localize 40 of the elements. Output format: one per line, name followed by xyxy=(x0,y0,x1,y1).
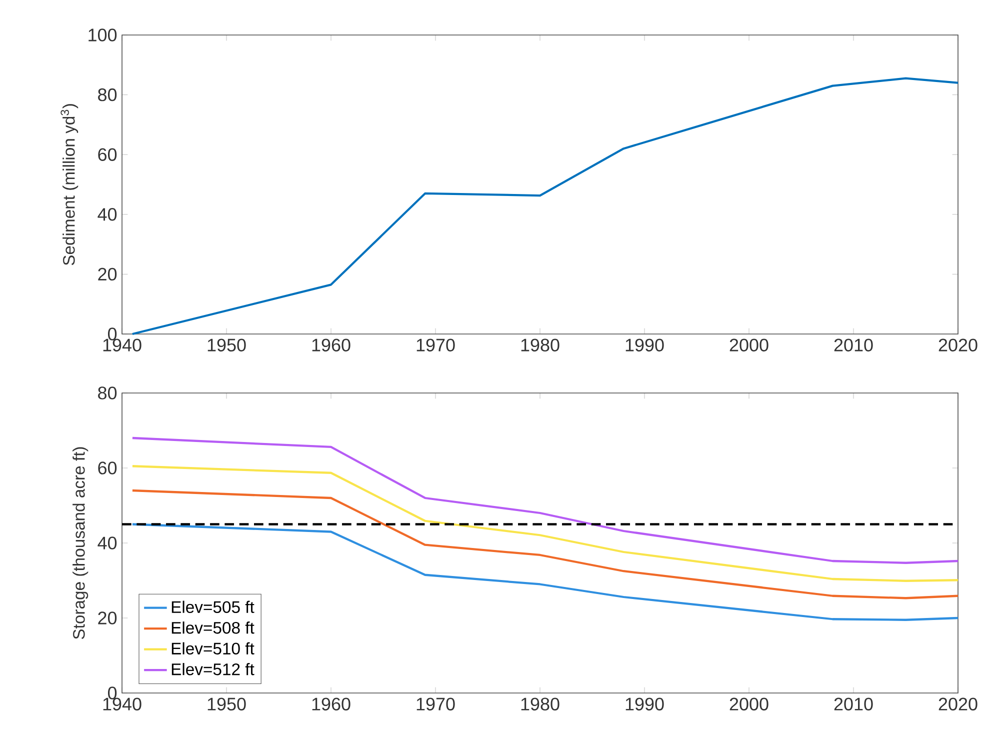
x-tick-label: 1940 xyxy=(103,698,142,710)
line-series xyxy=(131,523,960,621)
x-tick-label: 1960 xyxy=(312,338,350,352)
y-tick-label: 100 xyxy=(88,28,117,42)
y-tick-label: 20 xyxy=(98,268,117,281)
x-tick-label: 1980 xyxy=(521,338,560,352)
y-tick-label: 20 xyxy=(98,612,117,624)
x-tick-label: 2000 xyxy=(730,698,768,710)
y-tick-label: 0 xyxy=(108,328,117,340)
x-tick-label: 1980 xyxy=(521,698,560,710)
y-axis-title: Storage (thousand acre ft) xyxy=(72,447,88,640)
x-tick-label: 1970 xyxy=(416,698,455,710)
y-tick-label: 80 xyxy=(98,88,117,102)
legend-label: Elev=512 ft xyxy=(172,662,254,676)
x-tick-label: 2020 xyxy=(938,338,978,352)
x-tick-label: 2010 xyxy=(834,338,873,352)
y-tick-label: 40 xyxy=(98,536,117,550)
x-tick-label: 1970 xyxy=(416,338,455,352)
x-tick-label: 1960 xyxy=(312,698,350,710)
y-tick-label: 60 xyxy=(98,462,117,474)
x-tick-label: 1950 xyxy=(208,338,246,352)
x-tick-label: 1990 xyxy=(626,698,664,710)
x-tick-label: 2020 xyxy=(938,698,978,710)
y-tick-label: 40 xyxy=(98,208,117,221)
line-series xyxy=(131,77,960,336)
line-series xyxy=(131,489,960,600)
legend-label: Elev=508 ft xyxy=(172,621,254,634)
y-tick-label: 60 xyxy=(98,148,117,161)
legend-label: Elev=510 ft xyxy=(172,642,254,654)
legend-label: Elev=505 ft xyxy=(172,600,254,614)
line-series xyxy=(131,465,960,582)
x-tick-label: 1990 xyxy=(626,338,664,352)
y-tick-label: 80 xyxy=(98,386,117,400)
y-axis-title: Sediment (million yd$^{3}$) xyxy=(60,104,78,266)
x-tick-label: 2000 xyxy=(730,338,768,352)
line-series xyxy=(131,436,960,564)
x-tick-label: 1940 xyxy=(103,338,142,352)
x-tick-label: 2010 xyxy=(834,698,873,710)
x-tick-label: 1950 xyxy=(208,698,246,710)
y-tick-label: 0 xyxy=(108,686,117,700)
